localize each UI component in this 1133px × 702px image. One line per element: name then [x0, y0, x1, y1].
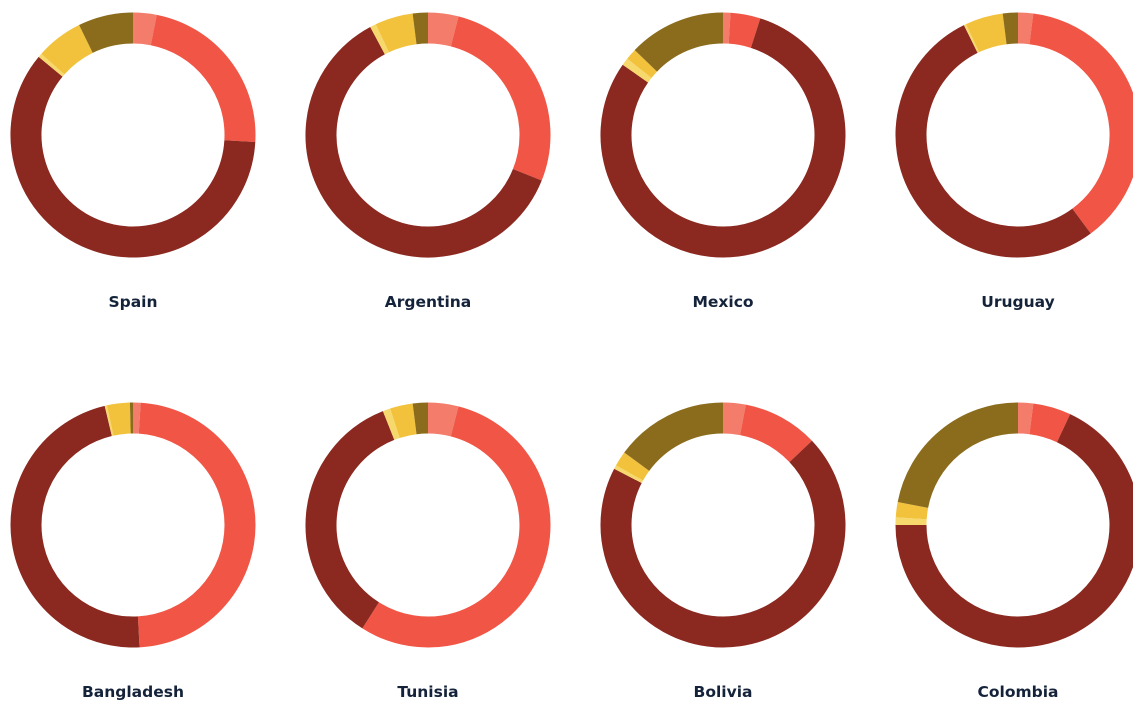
donut-segment — [895, 25, 1091, 258]
donut-segment — [722, 402, 746, 436]
donut-chart-tunisia — [305, 402, 551, 648]
donut-label-uruguay: Uruguay — [981, 293, 1054, 311]
donut-segment — [1017, 402, 1034, 435]
donut-segment — [305, 26, 542, 258]
donut-chart-bolivia — [600, 402, 846, 648]
donut-segment — [132, 12, 157, 46]
donut-segment — [10, 405, 140, 648]
donut-segment — [427, 402, 459, 437]
donut-segment — [728, 12, 761, 48]
donut-segment — [624, 402, 724, 472]
donut-segment — [622, 58, 652, 83]
donut-segment — [412, 402, 429, 435]
donut-label-bolivia: Bolivia — [694, 683, 753, 701]
donut-segment — [897, 402, 1019, 509]
donut-segment — [627, 50, 658, 79]
donut-label-spain: Spain — [108, 293, 157, 311]
donut-segment — [382, 408, 400, 440]
donut-chart-bangladesh — [10, 402, 256, 648]
donut-segment — [1002, 12, 1019, 45]
donut-segment — [450, 16, 551, 181]
donut-chart-colombia — [895, 402, 1133, 648]
donut-segment — [106, 402, 132, 436]
donut-label-mexico: Mexico — [692, 293, 753, 311]
donut-segment — [370, 24, 390, 55]
donut-segment — [895, 414, 1133, 648]
donut-chart-uruguay — [895, 12, 1133, 258]
donut-segment — [1017, 12, 1034, 45]
donut-segment — [137, 402, 256, 648]
donut-segment — [963, 24, 980, 53]
donut-segment — [600, 440, 846, 648]
donut-segment — [614, 465, 644, 484]
donut-segment — [427, 12, 459, 47]
donut-segment — [79, 12, 134, 54]
donut-segment — [390, 403, 417, 439]
donut-chart-spain — [10, 12, 256, 258]
donut-segment — [38, 53, 65, 77]
donut-label-tunisia: Tunisia — [397, 683, 458, 701]
donut-segment — [600, 18, 846, 258]
donut-chart-mexico — [600, 12, 846, 258]
donut-segment — [895, 502, 929, 520]
donut-segment — [1028, 403, 1071, 443]
donut-segment — [412, 12, 429, 45]
donut-segment — [1029, 13, 1133, 234]
donut-segment — [305, 411, 395, 629]
donut-segment — [615, 452, 650, 481]
donut-label-bangladesh: Bangladesh — [82, 683, 184, 701]
donut-label-colombia: Colombia — [977, 683, 1058, 701]
donut-segment — [10, 56, 256, 258]
donut-segment — [965, 13, 1008, 53]
donut-segment — [150, 14, 256, 142]
donut-chart-argentina — [305, 12, 551, 258]
donut-segment — [634, 12, 724, 72]
donut-label-argentina: Argentina — [385, 293, 472, 311]
donut-segment — [739, 404, 812, 463]
donut-segment — [41, 25, 94, 75]
donut-segment — [375, 13, 418, 53]
donut-segment — [362, 406, 551, 648]
